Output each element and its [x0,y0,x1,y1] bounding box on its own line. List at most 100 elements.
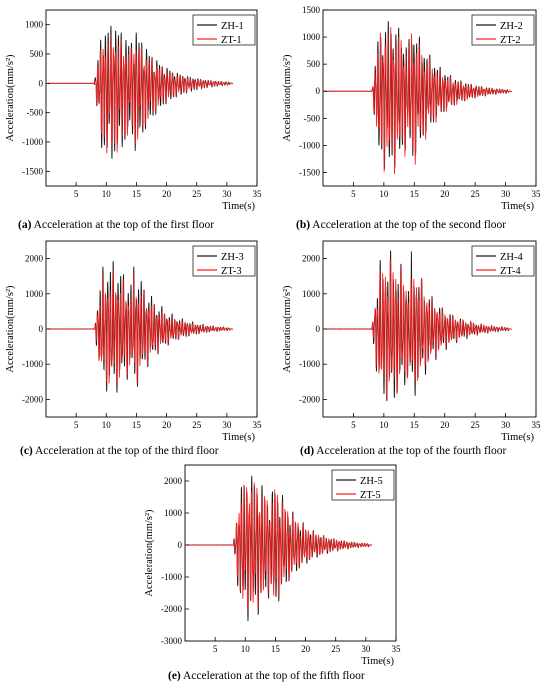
y-tick-label: 0 [39,78,44,88]
x-tick-label: 30 [501,420,511,430]
y-tick-label: 1000 [25,289,44,299]
y-tick-label: -1000 [22,359,43,369]
y-tick-label: -2000 [161,604,182,614]
x-tick-label: 15 [410,420,420,430]
x-tick-label: 35 [532,420,542,430]
x-tick-label: 25 [192,189,202,199]
caption-text: Acceleration at the top of the fifth flo… [181,670,365,682]
chart-panel-1: 5 10 15 20 25 30 35 -1500 -1000 -500 0 500 1000 Time(… [5,9,263,231]
x-tick-label: 15 [132,420,142,430]
x-tick-label: 30 [501,189,511,199]
x-axis-label: Time(s) [222,432,255,443]
x-tick-label: 5 [351,420,356,430]
x-tick-label: 30 [222,420,232,430]
caption-letter: (c) [20,445,33,457]
chart-panel-4: 5 10 15 20 25 30 35 -2000 -1000 0 1000 2000 Time(s) A… [282,240,542,457]
x-tick-label: 15 [410,189,420,199]
chart-panel-5: 5 10 15 20 25 30 35 -3000 -2000 -1000 0 1000 2000 Tim… [144,464,402,682]
y-axis-label: Acceleration(mm/s²) [144,509,155,597]
y-tick-label: 1000 [164,508,183,518]
chart-panel-2: 5 10 15 20 25 30 35 -1500 -1000 -500 0 500 1000 1500 T… [282,5,541,231]
series-line-ZT-2 [324,27,512,175]
x-tick-label: 30 [361,644,371,654]
x-tick-label: 20 [162,420,172,430]
y-tick-label: -500 [27,108,44,118]
legend-label-ZH-3: ZH-3 [221,252,244,263]
y-tick-label: 1000 [302,32,321,42]
y-axis-label: Acceleration(mm/s²) [5,54,16,142]
x-tick-label: 30 [222,189,232,199]
x-tick-label: 35 [532,189,542,199]
x-tick-label: 35 [253,189,263,199]
y-tick-label: 2000 [25,254,44,264]
legend-box [192,245,256,277]
x-axis-label: Time(s) [222,201,255,212]
legend-label-ZH-2: ZH-2 [500,21,523,32]
plot-frame [45,9,258,187]
y-tick-label: -3000 [161,636,182,646]
x-tick-label: 20 [440,420,450,430]
legend-label-ZT-2: ZT-2 [500,35,521,46]
y-tick-label: -1500 [299,167,320,177]
legend-box [192,14,256,46]
caption-letter: (d) [300,445,314,457]
legend-label-ZT-5: ZT-5 [360,490,381,501]
x-axis-label: Time(s) [501,201,534,212]
legend-label-ZH-4: ZH-4 [500,252,523,263]
y-tick-label: 1500 [302,5,321,15]
series-line-ZT-1 [47,35,234,154]
x-axis-label: Time(s) [501,432,534,443]
legend-label-ZH-5: ZH-5 [360,476,383,487]
y-axis-label: Acceleration(mm/s²) [282,54,293,142]
plot-frame [184,464,397,642]
y-tick-label: -1000 [161,572,182,582]
caption-text: Acceleration at the top of the third flo… [33,445,219,457]
chart-panel-3: 5 10 15 20 25 30 35-2000-1000010002000Time(s)A… [5,240,263,457]
legend-label-ZT-3: ZT-3 [221,266,242,277]
plot-frame [322,9,537,187]
x-tick-label: 5 [351,189,356,199]
x-tick-label: 25 [471,420,481,430]
y-tick-label: 500 [30,49,44,59]
y-tick-label: 500 [307,59,321,69]
x-tick-label: 5 [74,420,79,430]
x-tick-label: 35 [253,420,263,430]
y-tick-label: 0 [316,86,321,96]
y-tick-label: 1000 [25,20,44,30]
x-tick-label: 5 [213,644,218,654]
y-tick-label: -1000 [22,137,43,147]
series-line-ZT-3 [47,269,234,386]
caption-letter: (b) [296,219,310,231]
x-tick-label: 5 [74,189,79,199]
panel-caption: (b) Acceleration at the top of the secon… [296,219,506,231]
y-tick-label: -2000 [22,394,43,404]
y-tick-label: 2000 [164,476,183,486]
legend-label-ZT-1: ZT-1 [221,35,242,46]
caption-letter: (e) [168,670,181,682]
series-line-ZT-4 [324,259,512,400]
panel-caption: (a) Acceleration at the top of the first… [18,219,214,231]
legend-box [471,245,535,277]
caption-letter: (a) [18,219,32,231]
x-tick-label: 15 [271,644,281,654]
y-tick-label: 1000 [302,289,321,299]
x-tick-label: 35 [392,644,402,654]
x-tick-label: 10 [241,644,251,654]
caption-text: Acceleration at the top of the fourth fl… [314,445,506,457]
x-tick-label: 25 [471,189,481,199]
y-tick-label: 0 [39,324,44,334]
legend-label-ZH-1: ZH-1 [221,21,244,32]
panel-caption: (e) Acceleration at the top of the fifth… [168,670,365,682]
x-tick-label: 20 [301,644,311,654]
x-tick-label: 25 [192,420,202,430]
panel-caption: (c) Acceleration at the top of the third… [20,445,219,457]
x-axis-label: Time(s) [361,656,394,667]
x-tick-label: 10 [102,189,112,199]
x-tick-label: 15 [132,189,142,199]
caption-text: Acceleration at the top of the first flo… [31,219,214,231]
x-tick-label: 20 [440,189,450,199]
y-axis-label: Acceleration(mm/s²) [282,285,293,373]
y-tick-label: -1000 [299,359,320,369]
y-tick-label: -2000 [299,394,320,404]
